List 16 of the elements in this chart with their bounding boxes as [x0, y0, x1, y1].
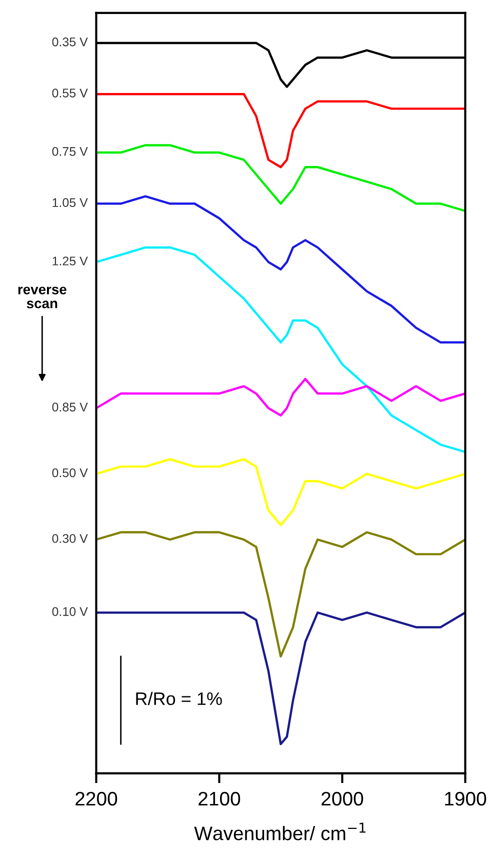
x-tick-label: 2200 — [76, 792, 118, 806]
text: reverse scan — [18, 286, 66, 308]
series-label: 0.10 V — [52, 607, 88, 616]
series-label: 1.05 V — [52, 198, 88, 207]
x-tick-label: 1900 — [445, 792, 486, 806]
x-axis-title: Wavenumber/ cm$^{−1}$ — [194, 822, 366, 840]
series-label: 0.35 V — [52, 37, 88, 46]
series-label: 0.75 V — [52, 147, 88, 156]
x-tick-label: 2000 — [322, 792, 364, 806]
x-tick-label: 2100 — [198, 792, 240, 806]
annotation: R/Ro = 1% — [136, 692, 222, 706]
series-label: 1.25 V — [52, 256, 88, 266]
series-label: 0.55 V — [52, 88, 88, 98]
series-label: 0.85 V — [52, 402, 88, 412]
series-label: 0.30 V — [52, 534, 88, 543]
series-label: 0.50 V — [52, 468, 88, 478]
